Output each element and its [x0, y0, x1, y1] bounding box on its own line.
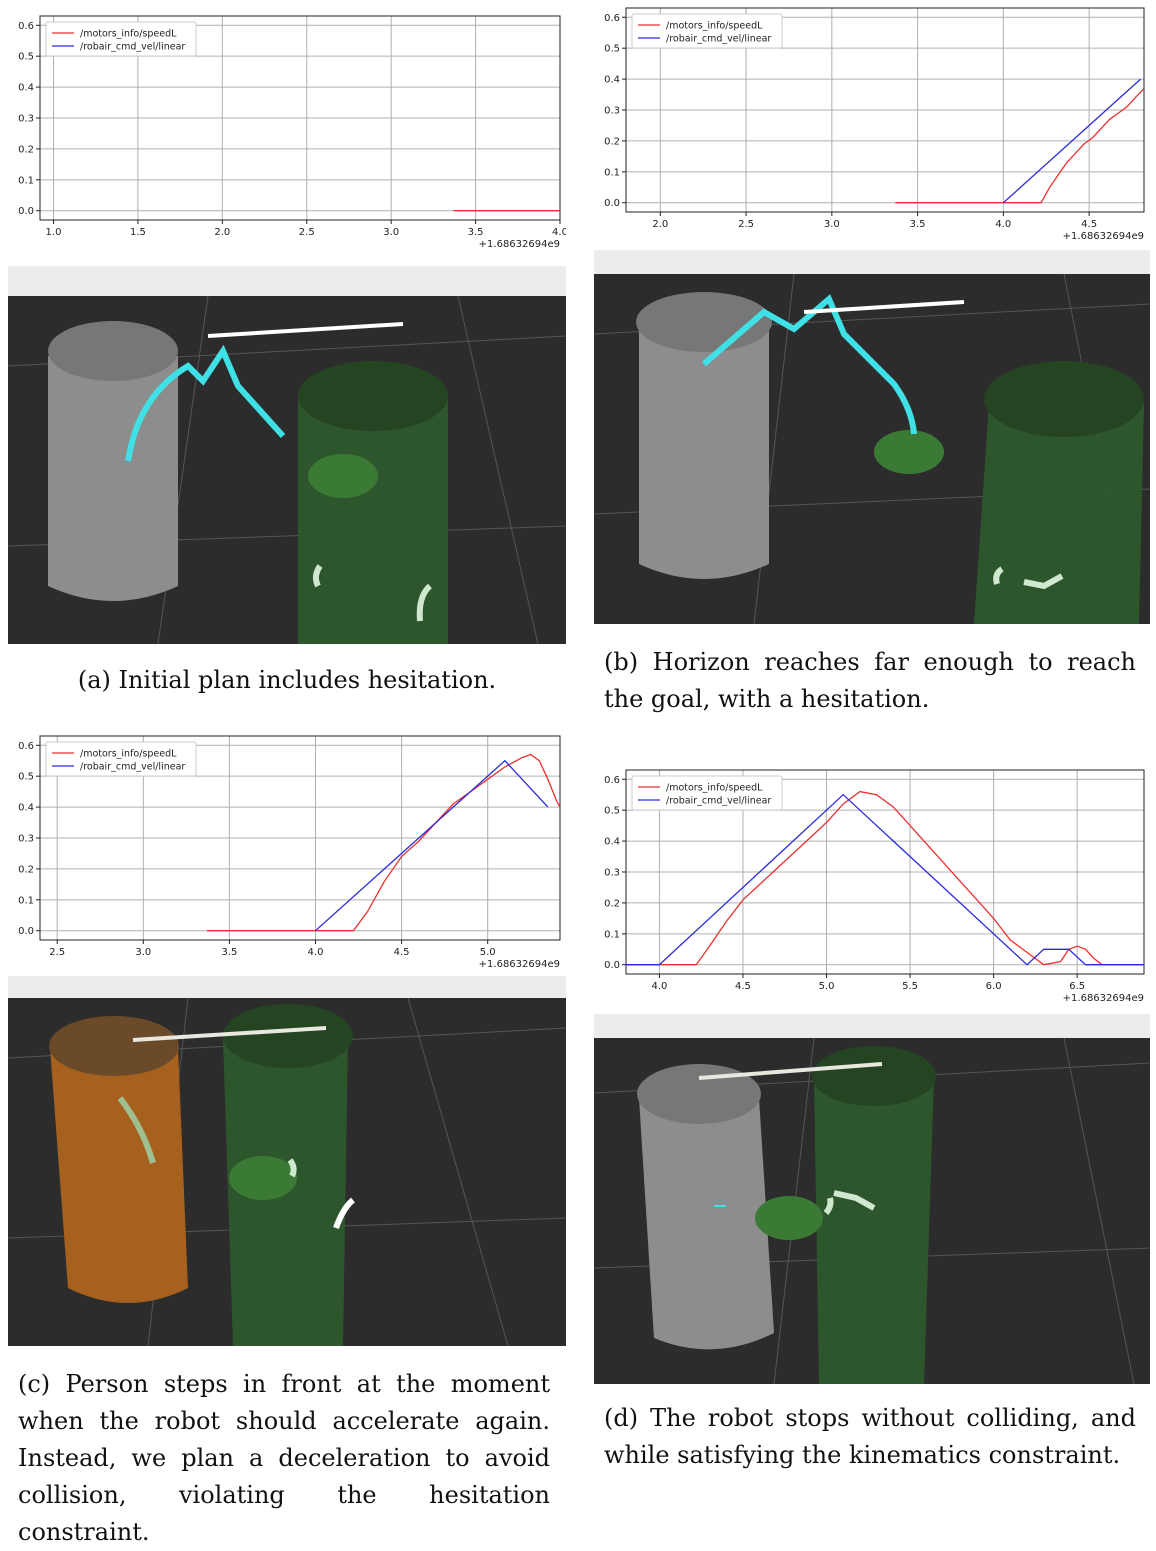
chart-c: 2.5 3.0 3.5 4.0 4.5 5.0 0.0 0.1 0.2 0.3 0.4 0.5 0.6 +… — [8, 728, 566, 980]
chart-d-plot: 4.0 4.5 5.0 5.5 6.0 6.5 0.0 0.1 0.2 0.3 0.4 0.5 0.6 +… — [604, 769, 1145, 1004]
x-tick-label: 4.0 — [308, 947, 324, 958]
x-tick-label: 2.0 — [652, 219, 668, 230]
legend-label: /motors_info/speedL — [80, 749, 177, 760]
y-tick-label: 0.6 — [18, 741, 34, 752]
x-tick-label: 3.5 — [468, 227, 484, 238]
x-tick-label: 2.5 — [49, 947, 65, 958]
y-tick-label: 0.6 — [604, 775, 620, 786]
x-tick-label: 6.0 — [986, 981, 1002, 992]
x-tick-label: 5.0 — [819, 981, 835, 992]
caption-a: (a) Initial plan includes hesitation. — [77, 666, 497, 694]
chart-b: 2.0 2.5 3.0 3.5 4.0 4.5 0.0 0.1 0.2 0.3 0.4 0.5 0.6 +… — [594, 0, 1150, 252]
legend-label: /motors_info/speedL — [80, 29, 177, 40]
y-tick-label: 0.5 — [604, 44, 620, 55]
x-tick-label: 3.0 — [383, 227, 399, 238]
y-tick-label: 0.2 — [604, 136, 620, 147]
x-tick-label: 5.0 — [480, 947, 496, 958]
x-tick-label: 6.5 — [1069, 981, 1085, 992]
y-tick-label: 0.6 — [18, 21, 34, 32]
y-tick-label: 0.0 — [604, 198, 620, 209]
x-offset-label: +1.68632694e9 — [1063, 231, 1144, 242]
x-tick-label: 4.5 — [394, 947, 410, 958]
y-tick-label: 0.1 — [604, 929, 620, 940]
x-tick-label: 4.0 — [995, 219, 1011, 230]
y-tick-label: 0.1 — [604, 167, 620, 178]
x-offset-label: +1.68632694e9 — [479, 959, 560, 970]
y-tick-label: 0.3 — [18, 834, 34, 845]
caption-c: (c) Person steps in front at the moment … — [18, 1370, 550, 1546]
x-tick-label: 4.0 — [651, 981, 667, 992]
series-line-0 — [207, 753, 560, 932]
legend-label: /motors_info/speedL — [666, 21, 763, 32]
x-tick-label: 1.5 — [130, 227, 146, 238]
legend-box — [45, 21, 197, 57]
y-tick-label: 0.1 — [18, 175, 34, 186]
x-tick-label: 2.5 — [738, 219, 754, 230]
scene-a-render — [8, 296, 566, 644]
y-tick-label: 0.5 — [18, 772, 34, 783]
scene-d-render — [594, 1038, 1150, 1384]
chart-a-plot: 1.0 1.5 2.0 2.5 3.0 3.5 4.0 0.0 0.1 0.2 0.3 0.4 0.5 0… — [18, 15, 566, 250]
x-tick-label: 5.5 — [902, 981, 918, 992]
legend-label: /robair_cmd_vel/linear — [666, 34, 771, 45]
series-line-1 — [1002, 78, 1142, 204]
y-tick-label: 0.5 — [604, 806, 620, 817]
chart-c-plot: 2.5 3.0 3.5 4.0 4.5 5.0 0.0 0.1 0.2 0.3 0.4 0.5 0.6 +… — [18, 735, 561, 970]
scene-d — [594, 1038, 1150, 1384]
y-tick-label: 0.4 — [18, 803, 34, 814]
scene-b-render — [594, 274, 1150, 624]
y-tick-label: 0.3 — [604, 106, 620, 117]
y-tick-label: 0.2 — [604, 898, 620, 909]
y-tick-label: 0.0 — [18, 926, 34, 937]
y-tick-label: 0.4 — [604, 837, 620, 848]
legend-box — [631, 775, 783, 811]
x-tick-label: 2.0 — [214, 227, 230, 238]
toolbar-band-d — [594, 1014, 1150, 1038]
x-tick-label: 3.0 — [135, 947, 151, 958]
legend-label: /motors_info/speedL — [666, 783, 763, 794]
caption-d: (d) The robot stops without colliding, a… — [604, 1404, 1136, 1469]
caption-b: (b) Horizon reaches far enough to reach … — [604, 648, 1136, 713]
toolbar-band-b — [594, 250, 1150, 274]
legend-box — [631, 13, 783, 49]
x-offset-label: +1.68632694e9 — [479, 239, 560, 250]
legend-box — [45, 741, 197, 777]
scene-b — [594, 274, 1150, 624]
scene-c-render — [8, 998, 566, 1346]
series-line-1 — [626, 793, 1144, 966]
x-tick-label: 4.0 — [552, 227, 566, 238]
x-tick-label: 4.5 — [1081, 219, 1097, 230]
y-tick-label: 0.0 — [604, 960, 620, 971]
legend-label: /robair_cmd_vel/linear — [666, 796, 771, 807]
scene-a — [8, 296, 566, 644]
chart-b-plot: 2.0 2.5 3.0 3.5 4.0 4.5 0.0 0.1 0.2 0.3 0.4 0.5 0.6 +… — [604, 7, 1145, 242]
legend-label: /robair_cmd_vel/linear — [80, 42, 185, 53]
x-offset-label: +1.68632694e9 — [1063, 993, 1144, 1004]
y-tick-label: 0.6 — [604, 13, 620, 24]
x-tick-label: 4.5 — [735, 981, 751, 992]
chart-d: 4.0 4.5 5.0 5.5 6.0 6.5 0.0 0.1 0.2 0.3 0.4 0.5 0.6 +… — [594, 762, 1150, 1014]
x-tick-label: 3.5 — [910, 219, 926, 230]
series-line-0 — [895, 87, 1144, 204]
series-line-0 — [626, 790, 1144, 966]
x-tick-label: 1.0 — [46, 227, 62, 238]
y-tick-label: 0.2 — [18, 864, 34, 875]
y-tick-label: 0.4 — [604, 75, 620, 86]
scene-c — [8, 998, 566, 1346]
toolbar-band-a — [8, 266, 566, 296]
toolbar-band-c — [8, 976, 566, 998]
series-line-1 — [315, 759, 549, 932]
chart-a: 1.0 1.5 2.0 2.5 3.0 3.5 4.0 0.0 0.1 0.2 0.3 0.4 0.5 0… — [8, 8, 566, 260]
y-tick-label: 0.2 — [18, 144, 34, 155]
x-tick-label: 3.5 — [221, 947, 237, 958]
y-tick-label: 0.0 — [18, 206, 34, 217]
y-tick-label: 0.3 — [604, 868, 620, 879]
y-tick-label: 0.1 — [18, 895, 34, 906]
y-tick-label: 0.5 — [18, 52, 34, 63]
y-tick-label: 0.4 — [18, 83, 34, 94]
legend-label: /robair_cmd_vel/linear — [80, 762, 185, 773]
x-tick-label: 3.0 — [824, 219, 840, 230]
x-tick-label: 2.5 — [299, 227, 315, 238]
y-tick-label: 0.3 — [18, 114, 34, 125]
